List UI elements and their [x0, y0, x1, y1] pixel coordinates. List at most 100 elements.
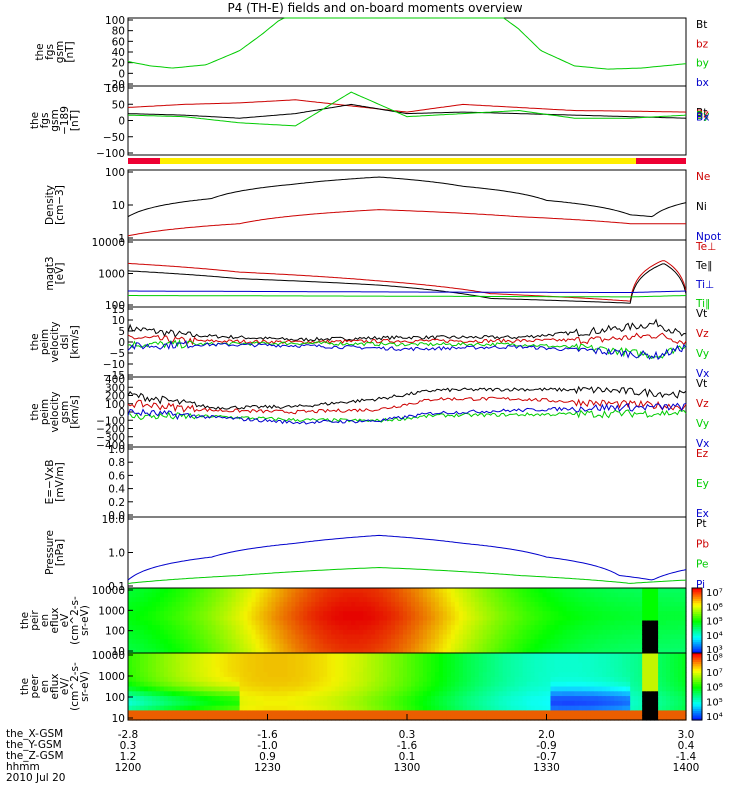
series-temp-Ti⊥: [128, 290, 687, 293]
y-axis-label: Density: [44, 185, 56, 225]
y-tick-label: 1000: [98, 671, 125, 683]
y-axis-label: (cm^2-s-: [69, 662, 81, 711]
ephem-value-y: -0.9: [536, 740, 557, 752]
legend-Ti⊥: Ti⊥: [695, 279, 714, 291]
ephem-value-t: 1200: [114, 762, 142, 774]
panel-frame-vel_gsm: [127, 376, 687, 448]
y-axis-label: the: [19, 612, 31, 629]
ephem-value-t: 1330: [533, 762, 560, 774]
y-tick-label: 10000: [92, 585, 125, 597]
legend-Pi: Pi: [696, 579, 705, 591]
region-bar-red-start: [128, 158, 160, 164]
y-axis-label: [nT]: [69, 110, 81, 131]
y-tick-label: 1.0: [108, 548, 125, 560]
y-axis-label: en: [39, 680, 51, 693]
series-density-Ne: [127, 209, 686, 237]
ephem-label-y: the_Y-GSM: [6, 739, 62, 751]
y-tick-label: 0: [118, 68, 125, 80]
series-fgs_zoom-By: [127, 91, 687, 127]
colorbar-tick-label: 10⁷: [706, 668, 723, 679]
colorbar-tick-label: 10⁶: [706, 602, 723, 613]
legend-Pt: Pt: [696, 518, 706, 530]
y-tick-label: 15: [112, 304, 125, 316]
legend-Te⊥: Te⊥: [695, 241, 716, 253]
series-fgs_zoom-Bz: [127, 99, 687, 113]
y-tick-label: −50: [103, 132, 125, 144]
panel-frame-fgs_zoom: [127, 85, 687, 156]
colorbar-tick-label: 10⁴: [706, 712, 723, 723]
y-tick-label: −200: [96, 424, 125, 436]
y-axis-label: Pressure: [44, 530, 56, 575]
y-axis-label: eflux: [49, 608, 61, 634]
y-tick-label: 10: [112, 200, 125, 212]
y-axis-label: [km/s]: [69, 395, 81, 429]
y-tick-label: 10.0: [102, 514, 125, 526]
series-vel_gsm-Vz: [127, 396, 687, 415]
y-tick-label: 50: [112, 99, 125, 111]
y-tick-label: 1.0: [108, 444, 125, 456]
legend-Bz: Bz: [696, 109, 709, 121]
y-axis-label: gsm: [59, 401, 71, 423]
y-tick-label: −400: [96, 440, 125, 452]
y-axis-label: dsl: [59, 334, 71, 349]
y-axis-label: the: [29, 403, 41, 420]
region-bar-red-end: [636, 158, 686, 164]
legend-Ne: Ne: [696, 171, 710, 183]
y-axis-label: velocity: [49, 321, 61, 362]
legend-Ez: Ez: [696, 448, 709, 460]
series-vel_gsm-Vx: [127, 402, 687, 425]
series-density-Ni: [127, 176, 687, 218]
series-vel_gsm-Vt: [127, 385, 687, 410]
y-tick-label: 0.4: [108, 484, 125, 496]
y-tick-label: 1000: [98, 269, 125, 281]
y-tick-label: −15: [103, 370, 125, 382]
y-tick-label: 400: [105, 374, 125, 386]
spectrogram-ion_spec: [128, 588, 687, 654]
ephem-value-z: -1.4: [675, 751, 697, 763]
y-axis-label: fgs: [39, 113, 51, 129]
ephemeris-values: -2.8 0.3 1.2 1200 -1.6 -1.0 0.9 1230 0.3 -1.6 0.1 1…: [0, 729, 750, 809]
ephem-value-y: 0.4: [677, 740, 695, 752]
ephem-value-z: 0.1: [398, 751, 416, 763]
series-pressure-Pi: [127, 534, 687, 581]
y-tick-label: 0.2: [108, 497, 125, 509]
legend-Ni: Ni: [696, 201, 707, 213]
legend-Vt: Vt: [696, 308, 707, 320]
ephem-value-x: 0.3: [398, 729, 416, 741]
y-tick-label: 5: [118, 326, 125, 338]
series-temp-Te⊥: [127, 260, 687, 302]
legend-Ti∥: Ti∥: [695, 298, 710, 310]
panel-frame-fgs: [127, 17, 687, 87]
ephem-value-x: -2.8: [117, 729, 139, 741]
legend-Bx: Bx: [696, 112, 709, 124]
y-axis-label: magt3: [44, 256, 56, 290]
y-tick-label: −100: [96, 148, 125, 160]
y-axis-label: peim: [39, 329, 51, 355]
legend-Vz: Vz: [696, 398, 709, 410]
y-axis-label: (cm^2-s-: [69, 596, 81, 645]
ephem-value-z: 0.9: [259, 751, 276, 763]
series-vel_perp-Vt: [127, 318, 687, 342]
y-tick-label: 200: [105, 391, 125, 403]
legend-Vz: Vz: [696, 328, 709, 340]
series-fgs-by: [127, 17, 687, 70]
y-tick-label: 10: [112, 713, 125, 725]
figure-title: P4 (TH-E) fields and on-board moments ov…: [227, 1, 523, 15]
series-vel_perp-Vy: [127, 338, 687, 360]
y-tick-label: 0.1: [108, 581, 125, 593]
y-tick-label: 0: [118, 116, 125, 128]
legend-Npot: Npot: [696, 231, 721, 243]
y-tick-label: −100: [96, 415, 125, 427]
y-axis-label: fgs: [44, 44, 56, 60]
y-tick-label: 100: [105, 626, 125, 638]
legend-by: by: [696, 58, 709, 70]
legend-Vt: Vt: [696, 378, 707, 390]
y-tick-label: −5: [110, 348, 125, 360]
legend-Vx: Vx: [696, 438, 709, 450]
y-axis-label: the: [29, 333, 41, 350]
legend-Ex: Ex: [696, 508, 709, 520]
y-tick-label: 0: [118, 337, 125, 349]
y-tick-label: 10000: [92, 650, 125, 662]
ephem-value-t: 1300: [393, 762, 421, 774]
y-tick-label: 10000: [92, 237, 125, 249]
